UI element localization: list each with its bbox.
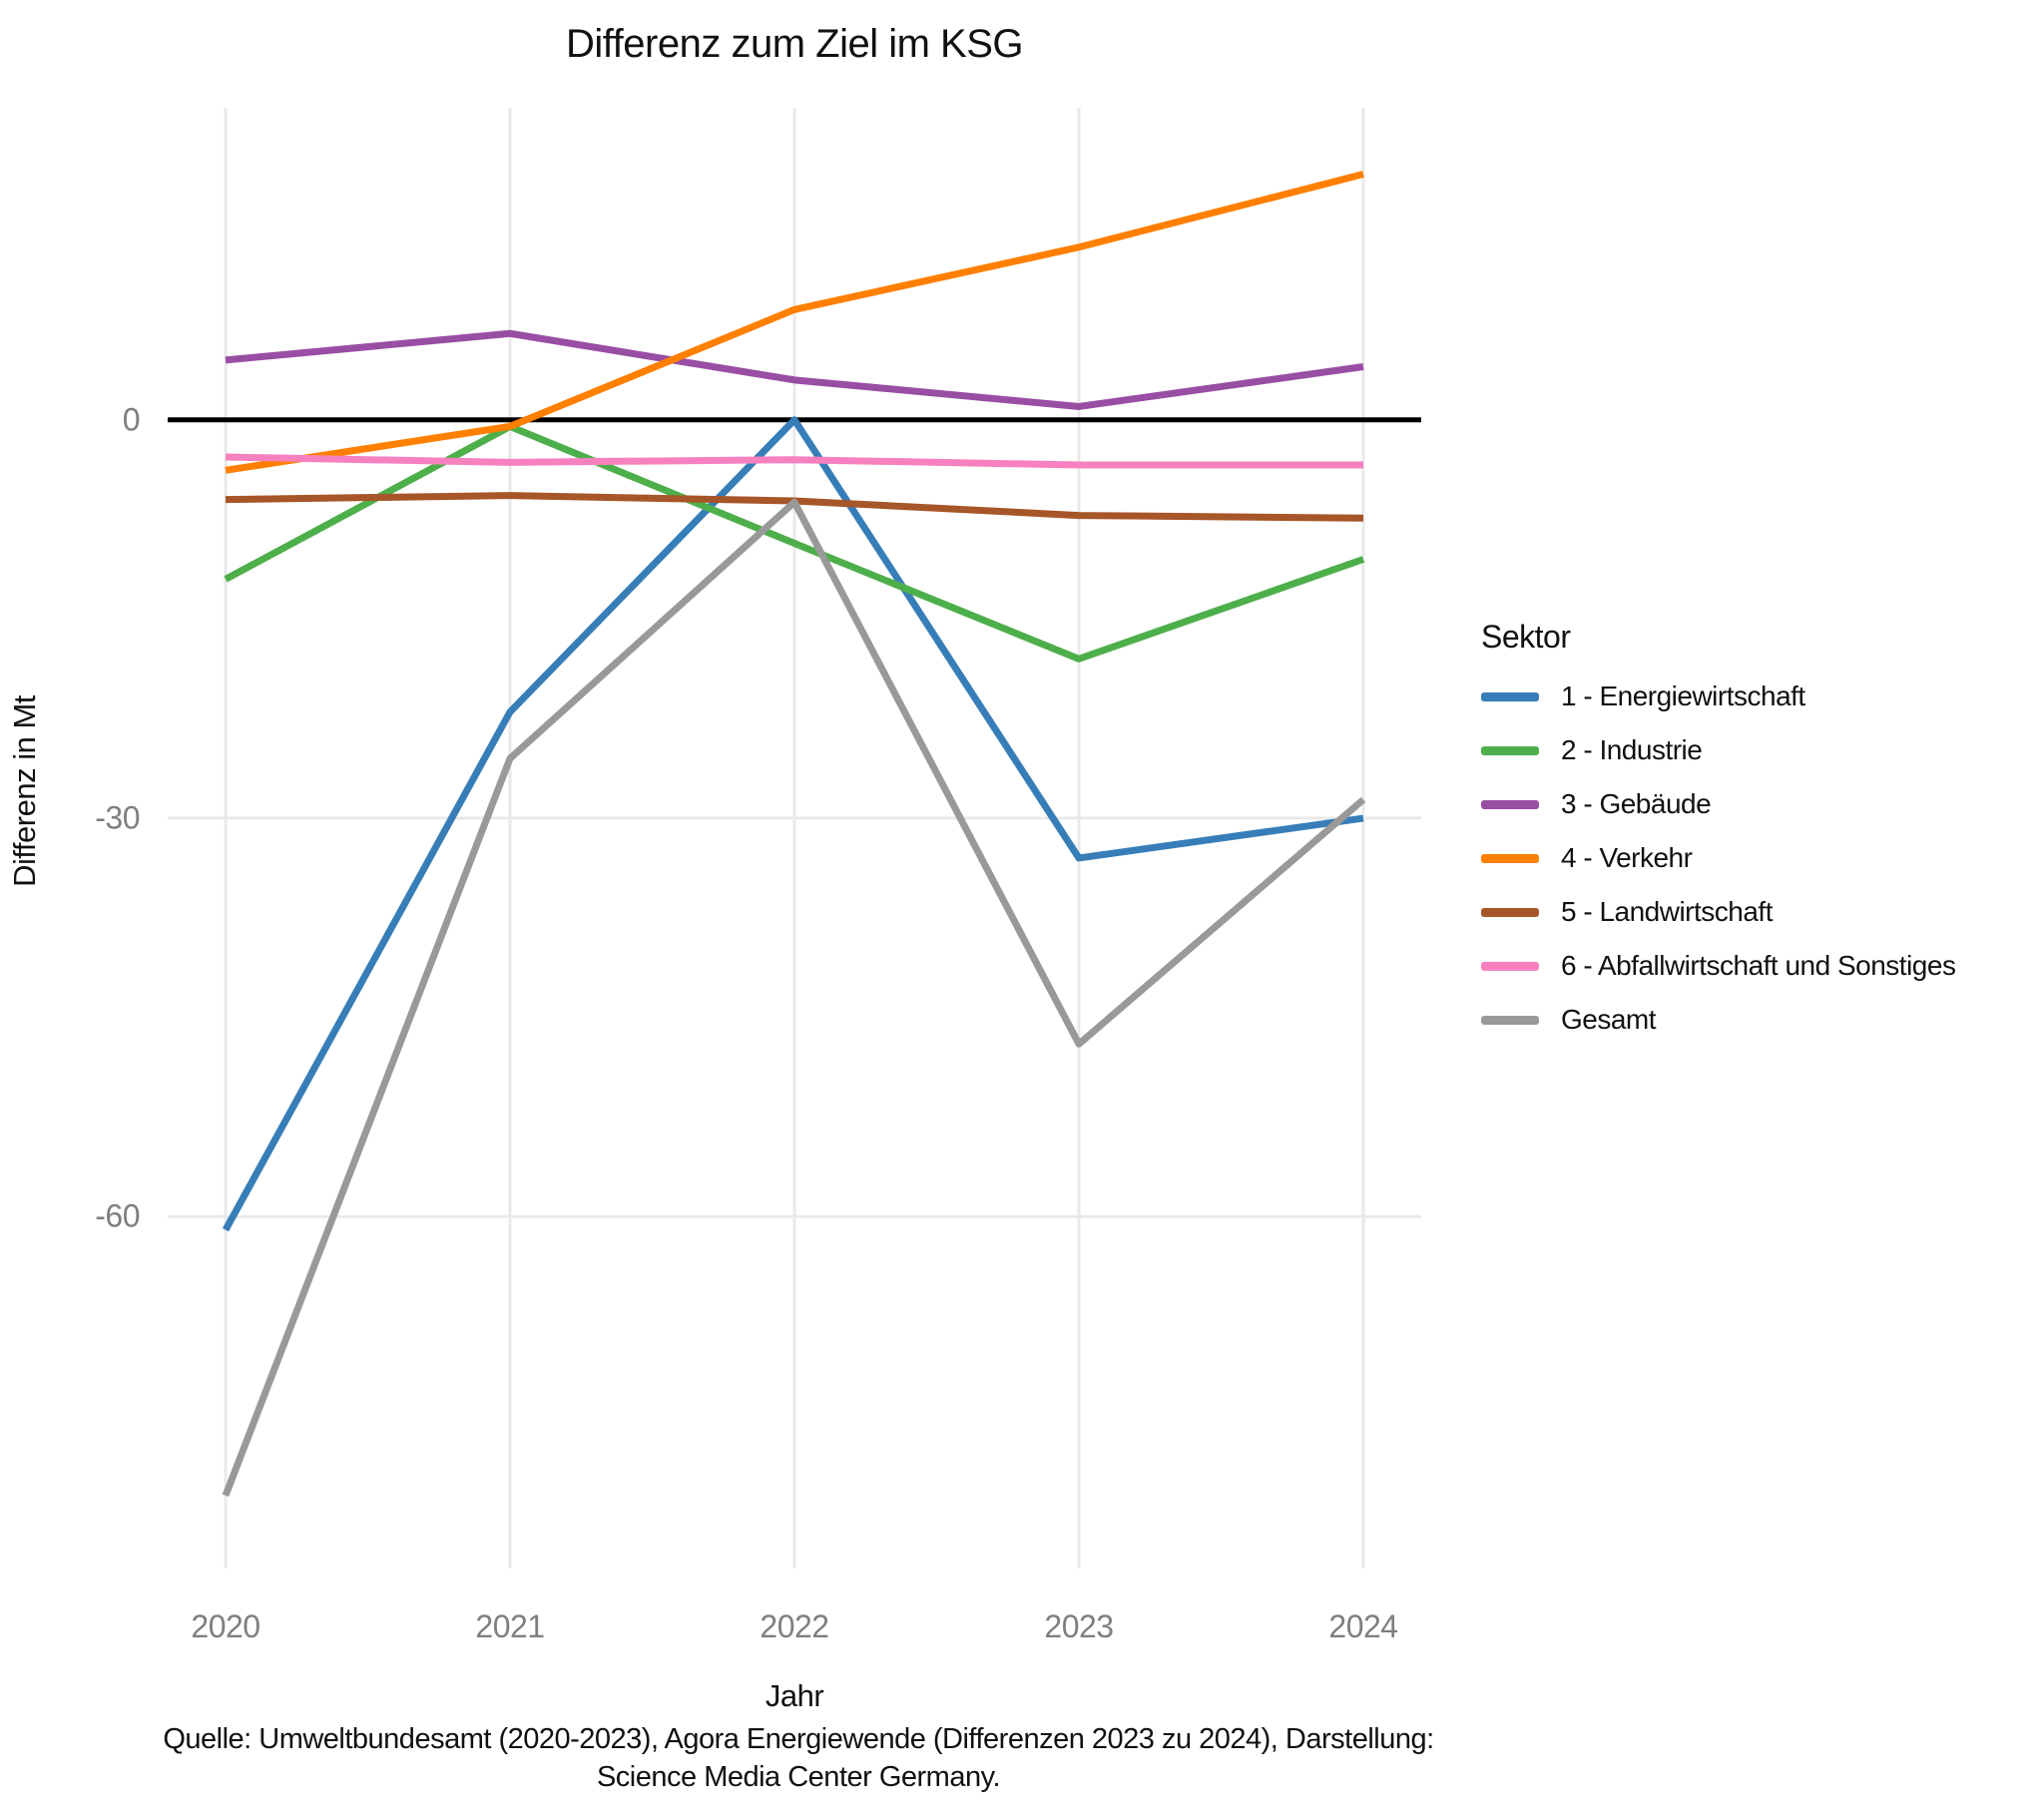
series-line-2-industrie [224,422,1365,663]
legend-item-5-landwirtschaft: 5 - Landwirtschaft [1481,885,1955,939]
legend-item-label: 1 - Energiewirtschaft [1561,681,1805,711]
source-caption: Quelle: Umweltbundesamt (2020-2023), Ago… [0,1720,1597,1796]
x-axis-title: Jahr [765,1678,824,1713]
legend-item-gesamt: Gesamt [1481,993,1955,1047]
legend-item-1-energiewirtschaft: 1 - Energiewirtschaft [1481,670,1955,723]
x-tick-label-2024: 2024 [1328,1608,1398,1644]
y-axis-title: Differenz in Mt [7,695,42,887]
legend-key-swatch [1481,1015,1539,1025]
legend-item-label: 2 - Industrie [1561,734,1703,765]
legend-item-label: 4 - Verkehr [1561,842,1693,873]
series-line-1-energiewirtschaft [222,416,1364,1232]
legend-key-swatch [1481,853,1539,863]
x-tick-label-2020: 2020 [191,1608,260,1644]
y-tick-label--30: -30 [95,799,140,836]
legend-item-label: 6 - Abfallwirtschaft und Sonstiges [1561,950,1956,981]
x-tick-label-2021: 2021 [475,1608,545,1644]
legend-item-2-industrie: 2 - Industrie [1481,723,1955,777]
series-line-gesamt [222,498,1366,1498]
legend-item-4-verkehr: 4 - Verkehr [1481,831,1955,885]
legend-key-swatch [1481,907,1539,917]
source-caption-line1: Quelle: Umweltbundesamt (2020-2023), Ago… [163,1723,1434,1755]
source-caption-line2: Science Media Center Germany. [596,1761,1001,1793]
series-line-4-verkehr [225,171,1364,474]
legend-item-label: 5 - Landwirtschaft [1561,896,1774,927]
legend-key-swatch [1481,799,1539,809]
x-tick-label-2022: 2022 [760,1608,829,1644]
legend-item-3-gebäude: 3 - Gebäude [1481,777,1955,831]
legend-key-swatch [1481,961,1539,971]
series-line-3-gebäude [225,329,1364,410]
legend-item-label: Gesamt [1561,1004,1657,1035]
chart-title: Differenz zum Ziel im KSG [566,22,1024,66]
legend-item-6-abfallwirtschaft-und-sonstiges: 6 - Abfallwirtschaft und Sonstiges [1481,939,1956,993]
legend-key-swatch [1481,691,1539,701]
x-tick-label-2023: 2023 [1044,1608,1114,1644]
series-line-6-abfallwirtschaft-und-sonstiges [225,453,1363,469]
legend: 1 - Energiewirtschaft 2 - Industrie 3 - Ge… [1481,670,1956,1047]
legend-key-swatch [1481,745,1539,755]
legend-title: Sektor [1481,619,1571,655]
legend-item-label: 3 - Gebäude [1561,788,1712,819]
y-tick-label--60: -60 [95,1197,140,1234]
y-tick-label-0: 0 [122,401,141,438]
